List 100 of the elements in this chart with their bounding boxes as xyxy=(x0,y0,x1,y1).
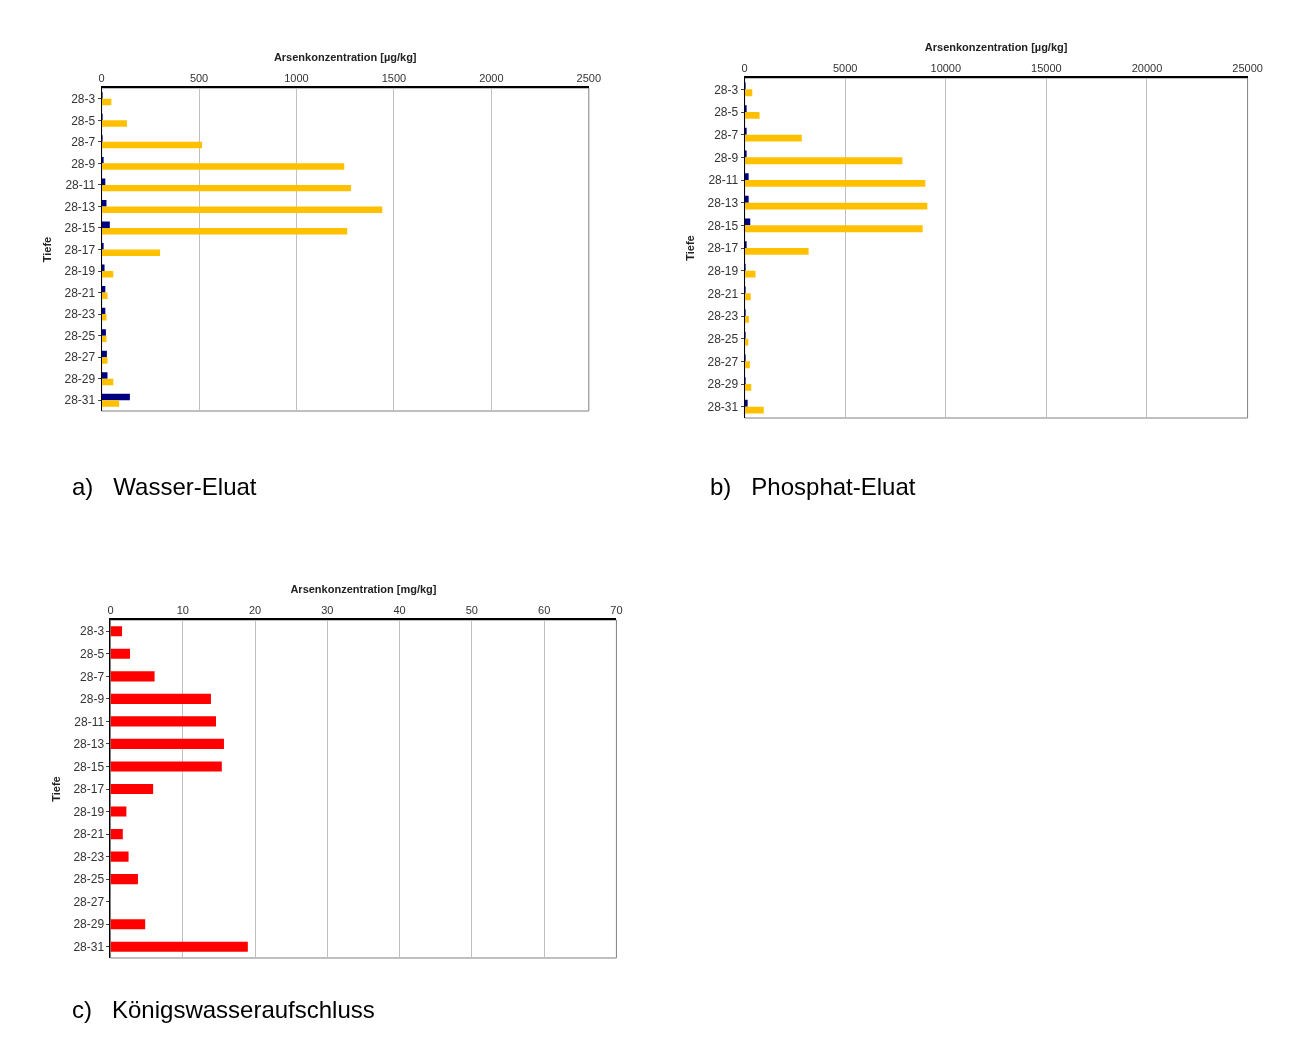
y-tick-label: 28-7 xyxy=(714,127,739,142)
bar xyxy=(744,293,751,301)
x-tick-label: 5000 xyxy=(832,61,858,74)
y-tick-label: 28-29 xyxy=(64,371,96,386)
bar xyxy=(744,173,749,180)
y-tick-label: 28-23 xyxy=(73,849,105,864)
bar xyxy=(101,264,105,272)
bar xyxy=(101,221,110,228)
bar xyxy=(110,648,131,659)
y-tick-label: 28-13 xyxy=(707,195,739,210)
bar xyxy=(744,361,750,369)
x-tick-label: 20000 xyxy=(1131,61,1163,74)
y-axis-title: Tiefe xyxy=(684,235,697,261)
bar xyxy=(744,316,749,323)
y-tick-label: 28-31 xyxy=(73,939,105,954)
bar xyxy=(744,195,749,203)
y-tick-label: 28-23 xyxy=(64,307,96,322)
bar xyxy=(101,372,108,379)
bar xyxy=(110,738,224,749)
y-tick-label: 28-13 xyxy=(64,199,96,214)
bar xyxy=(110,626,123,637)
bar xyxy=(101,329,106,336)
bar xyxy=(744,225,923,233)
y-tick-label: 28-3 xyxy=(714,82,739,97)
x-axis-title: Arsenkonzentration [µg/kg] xyxy=(924,41,1068,53)
y-tick-label: 28-23 xyxy=(707,309,739,324)
x-tick-label: 1000 xyxy=(284,71,309,84)
x-axis-title: Arsenkonzentration [µg/kg] xyxy=(273,51,417,63)
y-tick-label: 28-9 xyxy=(80,692,105,707)
y-tick-label: 28-27 xyxy=(64,350,96,365)
bar xyxy=(744,399,748,407)
bar xyxy=(744,157,903,165)
x-tick-label: 40 xyxy=(393,603,406,616)
bar xyxy=(101,184,352,192)
x-tick-label: 20 xyxy=(248,603,262,616)
x-tick-label: 10 xyxy=(176,603,189,616)
bar xyxy=(744,241,747,248)
bar xyxy=(744,112,760,119)
bar xyxy=(101,357,108,364)
x-tick-label: 2000 xyxy=(479,71,504,84)
bar xyxy=(744,89,753,97)
y-tick-label: 28-11 xyxy=(708,173,739,188)
bar xyxy=(110,806,127,817)
bar xyxy=(110,783,154,795)
y-tick-label: 28-25 xyxy=(707,331,739,346)
x-tick-label: 25000 xyxy=(1232,61,1263,74)
x-tick-label: 10000 xyxy=(930,61,962,74)
x-tick-label: 70 xyxy=(610,603,623,616)
bar xyxy=(101,243,104,250)
bar xyxy=(101,393,130,401)
x-axis-title: Arsenkonzentration [mg/kg] xyxy=(290,583,437,595)
y-tick-label: 28-21 xyxy=(707,286,739,301)
y-tick-label: 28-29 xyxy=(707,377,739,392)
bar xyxy=(101,249,161,256)
y-tick-label: 28-15 xyxy=(73,759,105,774)
y-tick-label: 28-3 xyxy=(71,91,96,106)
y-tick-label: 28-11 xyxy=(65,178,96,193)
y-tick-label: 28-7 xyxy=(80,669,105,684)
y-tick-label: 28-25 xyxy=(64,328,96,343)
y-tick-label: 28-5 xyxy=(714,105,739,120)
y-tick-label: 28-17 xyxy=(73,782,105,797)
y-tick-label: 28-5 xyxy=(71,113,96,128)
y-axis-title: Tiefe xyxy=(50,776,63,802)
bar xyxy=(110,716,217,727)
bar xyxy=(110,761,222,772)
y-tick-label: 28-15 xyxy=(64,221,96,236)
y-tick-label: 28-5 xyxy=(80,647,105,661)
bar xyxy=(101,400,120,407)
x-tick-label: 1500 xyxy=(381,71,407,84)
text: c) Königswasseraufschluss xyxy=(72,996,375,1023)
bar xyxy=(101,206,383,213)
x-tick-label: 500 xyxy=(189,71,209,84)
bar xyxy=(101,141,202,149)
y-tick-label: 28-31 xyxy=(64,393,96,408)
bar xyxy=(110,671,155,682)
x-tick-label: 2500 xyxy=(576,71,602,84)
y-tick-label: 28-19 xyxy=(73,804,105,819)
y-tick-label: 28-25 xyxy=(73,872,105,887)
bar xyxy=(744,105,747,112)
x-tick-label: 0 xyxy=(98,71,105,84)
y-tick-label: 28-27 xyxy=(73,894,105,909)
x-tick-label: 0 xyxy=(107,603,114,616)
x-tick-label: 0 xyxy=(741,61,748,74)
y-tick-label: 28-29 xyxy=(73,917,105,932)
x-tick-label: 15000 xyxy=(1031,61,1062,74)
y-tick-label: 28-7 xyxy=(71,135,96,150)
bar xyxy=(110,829,123,840)
y-tick-label: 28-17 xyxy=(64,242,96,257)
bar xyxy=(744,180,926,187)
y-tick-label: 28-3 xyxy=(80,624,105,639)
y-tick-label: 28-19 xyxy=(707,263,739,278)
y-axis-title: Tiefe xyxy=(41,236,54,263)
bar xyxy=(744,248,809,255)
bar xyxy=(110,693,211,704)
bar xyxy=(744,127,747,135)
y-tick-label: 28-13 xyxy=(73,737,105,752)
bar xyxy=(101,314,107,321)
y-tick-label: 28-9 xyxy=(714,150,739,165)
bar xyxy=(101,120,127,127)
bar xyxy=(744,384,752,391)
